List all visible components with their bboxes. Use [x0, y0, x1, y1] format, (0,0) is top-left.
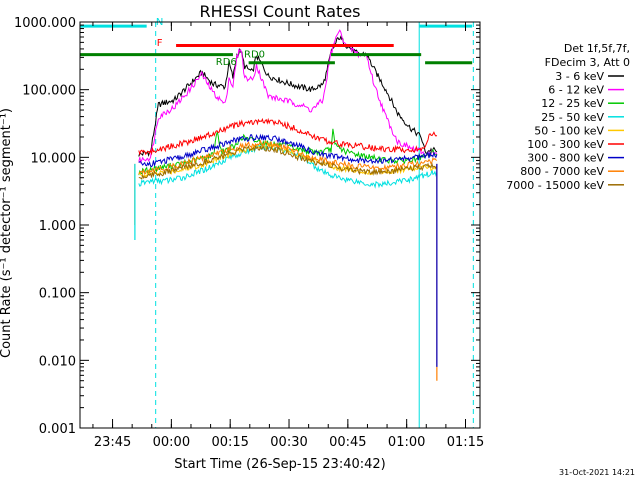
series-line	[138, 117, 438, 156]
series-line	[138, 35, 438, 157]
x-axis-label: Start Time (26-Sep-15 23:40:42)	[174, 457, 385, 472]
flag-label: RD0	[244, 49, 265, 60]
y-tick-label: 1.000	[39, 219, 76, 234]
legend-entry-label: 6 - 12 keV	[548, 84, 604, 97]
legend-entry-label: 50 - 100 keV	[534, 124, 604, 137]
x-tick-label: 01:00	[388, 435, 425, 450]
y-tick-label: 0.100	[39, 287, 76, 302]
flag-label: RD6	[216, 57, 237, 68]
legend-entry-label: 3 - 6 keV	[555, 70, 604, 83]
x-tick-label: 00:30	[270, 435, 307, 450]
series-line	[138, 29, 438, 164]
plot-area: NF RD0 RD6	[80, 17, 474, 428]
axes: 0.001 0.010 0.100 1.000 10.000 100.000 1000.00…	[14, 16, 484, 450]
y-tick-label: 1000.000	[14, 16, 76, 31]
y-tick-label: 100.000	[22, 84, 76, 99]
series-line	[138, 144, 438, 180]
flag-label: N	[156, 17, 163, 28]
x-tick-label: 00:45	[329, 435, 366, 450]
legend-header-line: Det 1f,5f,7f,	[564, 42, 630, 55]
y-axis-label: Count Rate (s⁻¹ detector⁻¹ segment⁻¹)	[0, 108, 14, 358]
legend-entry-label: 300 - 800 keV	[527, 152, 604, 165]
flag-label: F	[157, 38, 163, 49]
legend-header: Det 1f,5f,7f, FDecim 3, Att 0	[545, 42, 630, 69]
series-line	[138, 139, 438, 175]
x-tick-label: 00:15	[211, 435, 248, 450]
y-tick-label: 0.010	[39, 354, 76, 369]
legend-entry-label: 25 - 50 keV	[541, 111, 604, 124]
y-tick-label: 10.000	[31, 151, 77, 166]
x-tick-label: 01:15	[447, 435, 484, 450]
legend-entry-label: 800 - 7000 keV	[520, 165, 604, 178]
x-tick-label: 00:00	[153, 435, 190, 450]
legend-header-line: FDecim 3, Att 0	[545, 56, 630, 69]
x-tick-label: 23:45	[94, 435, 131, 450]
chart-title: RHESSI Count Rates	[200, 2, 361, 21]
legend-entry-label: 7000 - 15000 keV	[506, 179, 604, 192]
legend-entry-label: 100 - 300 keV	[527, 138, 604, 151]
footer-date: 31-Oct-2021 14:21	[559, 468, 635, 477]
series-line	[138, 133, 438, 168]
plot-content	[80, 22, 474, 428]
y-tick-label: 0.001	[39, 422, 76, 437]
legend-entry-label: 12 - 25 keV	[541, 97, 604, 110]
